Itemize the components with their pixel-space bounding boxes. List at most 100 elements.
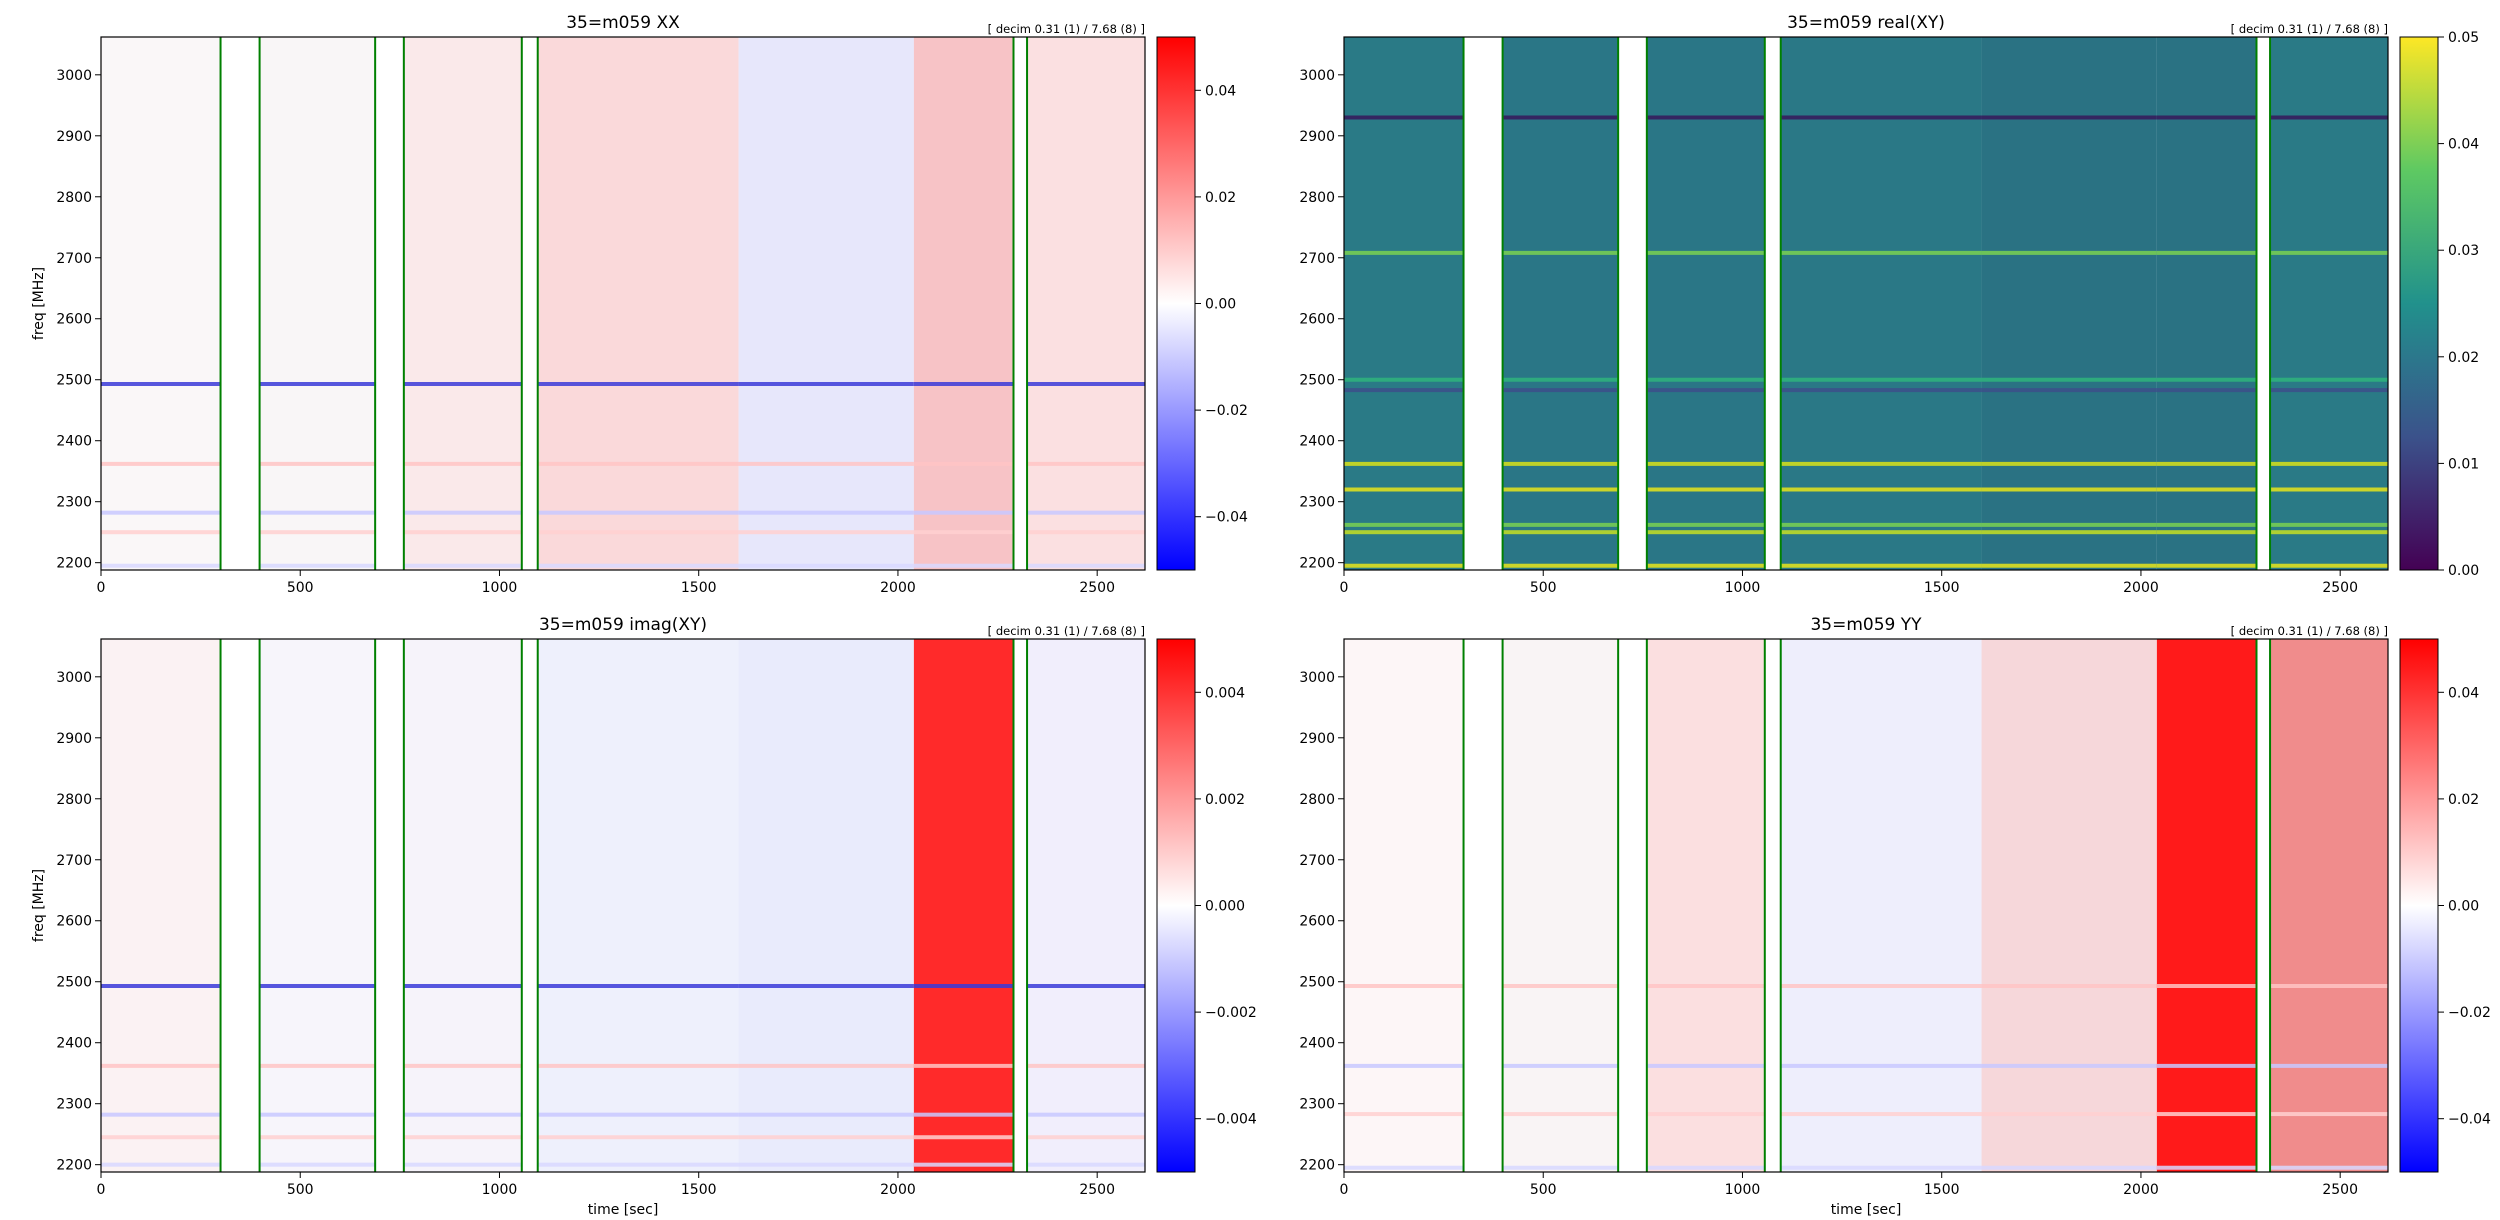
freq-band <box>537 1162 739 1167</box>
colorbar-tick-label: 0.004 <box>1205 685 1245 701</box>
colorbar-tick-label: −0.04 <box>2448 1112 2491 1128</box>
colorbar-tick-label: 0.02 <box>2448 792 2479 808</box>
x-tick-label: 0 <box>97 580 106 596</box>
colorbar <box>1156 36 1196 571</box>
scan-block <box>1502 639 1619 1172</box>
x-tick-label: 2500 <box>2322 1182 2358 1198</box>
scan-block <box>2270 639 2388 1172</box>
freq-band <box>1344 250 1464 255</box>
freq-band <box>537 510 739 515</box>
freq-band <box>101 1162 221 1167</box>
freq-band <box>537 530 739 535</box>
freq-band <box>2156 1112 2257 1117</box>
panel-title: 35=m059 real(XY) <box>1787 13 1945 33</box>
freq-band <box>2156 377 2257 382</box>
scan-block <box>101 37 221 570</box>
freq-band <box>2156 522 2257 527</box>
colorbar-tick-label: −0.004 <box>1205 1112 1257 1128</box>
x-tick-label: 1500 <box>681 1182 717 1198</box>
scan-block <box>101 639 221 1172</box>
freq-band <box>537 983 739 988</box>
freq-band <box>2156 487 2257 492</box>
colorbar <box>2399 638 2439 1173</box>
scan-block <box>403 639 522 1172</box>
freq-band <box>1780 563 1982 568</box>
scan-block <box>1344 37 1464 570</box>
freq-band <box>1502 563 1619 568</box>
freq-band <box>1502 983 1619 988</box>
freq-band <box>738 1135 914 1140</box>
x-tick-label: 2500 <box>1079 580 1115 596</box>
colorbar-tick-label: −0.04 <box>1205 510 1248 526</box>
y-tick-label: 2600 <box>1299 914 1335 930</box>
x-tick-label: 500 <box>287 1182 314 1198</box>
freq-band <box>913 530 1014 535</box>
decim-annotation: [ decim 0.31 (1) / 7.68 (8) ] <box>988 22 1145 36</box>
freq-band <box>1981 1063 2157 1068</box>
scan-block <box>537 639 739 1172</box>
y-tick-label: 2700 <box>1299 853 1335 869</box>
freq-band <box>1027 1063 1145 1068</box>
y-tick-label: 3000 <box>56 670 92 686</box>
freq-band <box>913 1112 1014 1117</box>
x-tick-label: 1000 <box>482 580 518 596</box>
scan-block <box>1780 37 1982 570</box>
colorbar-tick-label: 0.01 <box>2448 456 2479 472</box>
scan-block <box>1646 639 1765 1172</box>
axes-frame <box>100 36 1146 571</box>
scan-block <box>2156 37 2257 570</box>
y-tick-label: 2900 <box>56 129 92 145</box>
scan-block <box>1981 37 2157 570</box>
freq-band <box>1780 1063 1982 1068</box>
freq-band <box>537 461 739 466</box>
freq-band <box>1981 461 2157 466</box>
y-tick-label: 2400 <box>56 1036 92 1052</box>
x-tick-label: 0 <box>1340 1182 1349 1198</box>
freq-band <box>1646 115 1765 120</box>
scan-block <box>913 37 1014 570</box>
freq-band <box>101 983 221 988</box>
freq-band <box>1027 563 1145 568</box>
freq-band <box>1502 1165 1619 1170</box>
freq-band <box>2270 487 2388 492</box>
freq-band <box>259 461 376 466</box>
freq-band <box>1780 250 1982 255</box>
freq-band <box>1646 563 1765 568</box>
scan-block <box>738 37 914 570</box>
freq-band <box>259 1112 376 1117</box>
y-tick-label: 2200 <box>56 556 92 572</box>
freq-band <box>1646 1112 1765 1117</box>
scan-block <box>913 639 1014 1172</box>
freq-band <box>913 1135 1014 1140</box>
freq-band <box>403 381 522 386</box>
freq-band <box>1027 510 1145 515</box>
y-tick-label: 2700 <box>56 251 92 267</box>
freq-band <box>2270 250 2388 255</box>
freq-band <box>1780 1112 1982 1117</box>
freq-band <box>1981 115 2157 120</box>
freq-band <box>259 1135 376 1140</box>
x-tick-label: 1500 <box>1924 580 1960 596</box>
freq-band <box>101 1112 221 1117</box>
x-tick-label: 2000 <box>880 1182 916 1198</box>
freq-band <box>738 461 914 466</box>
freq-band <box>913 510 1014 515</box>
scan-block <box>1981 639 2157 1172</box>
freq-band <box>1344 388 1464 393</box>
panel-2: 0 500 1000 1500 2000 2500 2200 2300 2400 2500 2600… <box>1299 13 2479 596</box>
freq-band <box>101 1063 221 1068</box>
decim-annotation: [ decim 0.31 (1) / 7.68 (8) ] <box>2231 22 2388 36</box>
colorbar-tick-label: 0.05 <box>2448 30 2479 46</box>
freq-band <box>2156 388 2257 393</box>
freq-band <box>738 563 914 568</box>
freq-band <box>1780 461 1982 466</box>
freq-band <box>1646 1165 1765 1170</box>
freq-band <box>1027 530 1145 535</box>
decim-annotation: [ decim 0.31 (1) / 7.68 (8) ] <box>988 624 1145 638</box>
freq-band <box>2270 1165 2388 1170</box>
scan-block <box>259 37 376 570</box>
freq-band <box>1344 563 1464 568</box>
freq-band <box>1502 487 1619 492</box>
y-tick-label: 2200 <box>56 1158 92 1174</box>
